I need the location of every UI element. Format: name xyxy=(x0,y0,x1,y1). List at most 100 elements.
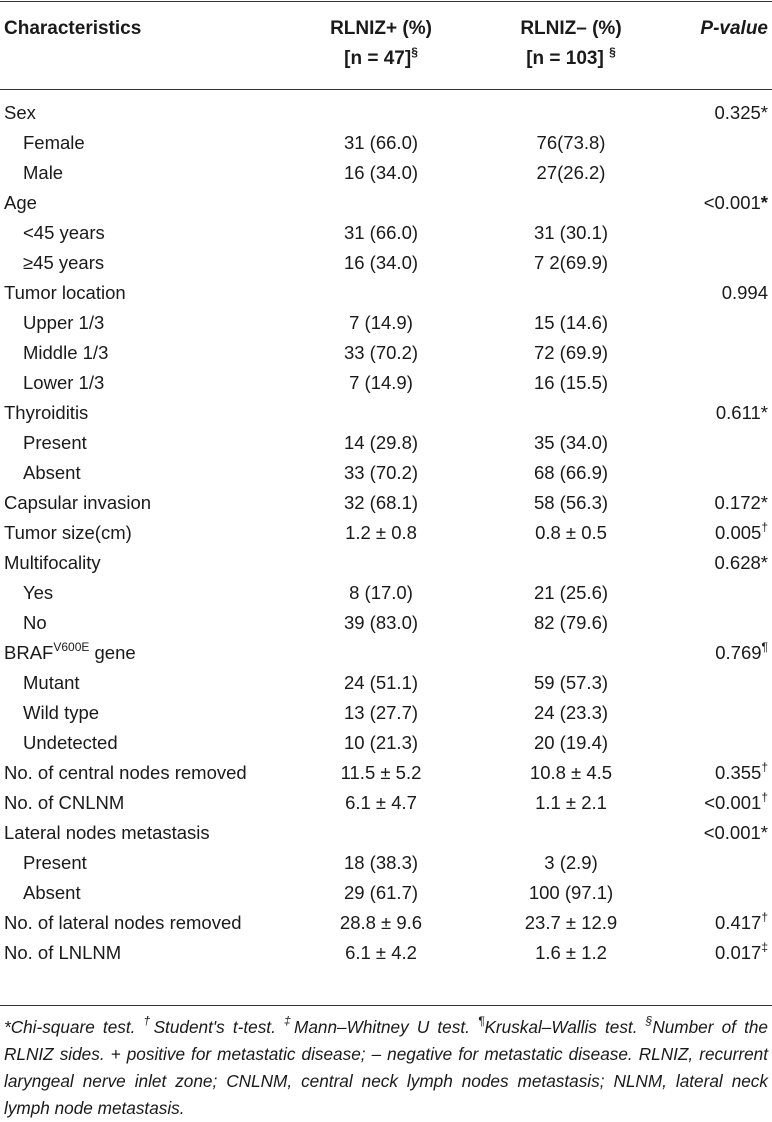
table-row: Sex 0.325* xyxy=(0,98,772,128)
rlniz-neg-value: 59 (57.3) xyxy=(533,672,609,693)
table-row: No. of LNLNM 6.1 ± 4.2 1.6 ± 1.2 0.017‡ xyxy=(0,938,772,968)
row-label: ≥45 years xyxy=(23,252,105,273)
rlniz-pos-value: 39 (83.0) xyxy=(343,612,419,633)
p-value: 0.017‡ xyxy=(715,939,768,963)
row-label: No. of CNLNM xyxy=(4,792,125,813)
rlniz-neg-value: 68 (66.9) xyxy=(533,462,609,483)
row-label: Absent xyxy=(23,462,81,483)
p-value: 0.355† xyxy=(715,759,768,783)
rlniz-pos-value: 32 (68.1) xyxy=(343,492,419,513)
rlniz-neg-value: 23.7 ± 12.9 xyxy=(524,912,618,933)
rlniz-pos-value: 7 (14.9) xyxy=(349,372,413,393)
rlniz-pos-value: 14 (29.8) xyxy=(343,432,419,453)
rlniz-pos-value: 16 (34.0) xyxy=(343,162,419,183)
table-row: Absent 33 (70.2) 68 (66.9) xyxy=(0,458,772,488)
row-label: Tumor location xyxy=(4,282,126,303)
header-rlniz-neg-n: [n = 103] § xyxy=(526,44,616,69)
table-row: Middle 1/3 33 (70.2) 72 (69.9) xyxy=(0,338,772,368)
rlniz-pos-value: 33 (70.2) xyxy=(343,342,419,363)
rlniz-neg-value: 20 (19.4) xyxy=(533,732,609,753)
rlniz-pos-value: 6.1 ± 4.7 xyxy=(345,792,417,813)
table-row: Yes 8 (17.0) 21 (25.6) xyxy=(0,578,772,608)
rlniz-pos-value: 29 (61.7) xyxy=(343,882,419,903)
rlniz-neg-value: 0.8 ± 0.5 xyxy=(535,522,607,543)
p-value: 0.172* xyxy=(714,492,769,513)
p-value: 0.628* xyxy=(714,552,769,573)
header-rlniz-pos: RLNIZ+ (%) xyxy=(330,18,432,39)
row-label: Capsular invasion xyxy=(4,492,152,513)
table-row: ≥45 years 16 (34.0) 7 2(69.9) xyxy=(0,248,772,278)
rlniz-pos-value: 10 (21.3) xyxy=(343,732,419,753)
table-row: BRAFV600E gene 0.769¶ xyxy=(0,638,772,668)
table-row: Mutant 24 (51.1) 59 (57.3) xyxy=(0,668,772,698)
p-value: <0.001* xyxy=(703,822,768,843)
rlniz-pos-value: 31 (66.0) xyxy=(343,132,419,153)
p-value: 0.417† xyxy=(715,909,768,933)
rlniz-neg-value: 72 (69.9) xyxy=(533,342,609,363)
table-row: Tumor location 0.994 xyxy=(0,278,772,308)
rlniz-pos-value: 16 (34.0) xyxy=(343,252,419,273)
table-row: Present 18 (38.3) 3 (2.9) xyxy=(0,848,772,878)
rlniz-neg-value: 1.6 ± 1.2 xyxy=(535,942,607,963)
table-footnote: *Chi-square test. †Student's t-test. ‡Ma… xyxy=(4,1014,768,1118)
row-label: Present xyxy=(23,852,87,873)
p-value: 0.005† xyxy=(715,519,768,543)
rlniz-neg-value: 31 (30.1) xyxy=(533,222,609,243)
row-label: BRAFV600E gene xyxy=(4,639,136,663)
table-row: <45 years 31 (66.0) 31 (30.1) xyxy=(0,218,772,248)
table-row: No. of central nodes removed 11.5 ± 5.2 10… xyxy=(0,758,772,788)
rlniz-pos-value: 11.5 ± 5.2 xyxy=(340,762,422,783)
table-row: No. of lateral nodes removed 28.8 ± 9.6 23… xyxy=(0,908,772,938)
row-label: Wild type xyxy=(23,702,100,723)
rlniz-pos-value: 1.2 ± 0.8 xyxy=(345,522,417,543)
row-label: Age xyxy=(4,192,37,213)
table-row: Age <0.001* xyxy=(0,188,772,218)
row-label: Tumor size(cm) xyxy=(4,522,132,543)
rlniz-neg-value: 21 (25.6) xyxy=(533,582,609,603)
row-label: No. of LNLNM xyxy=(4,942,122,963)
table-row: Undetected 10 (21.3) 20 (19.4) xyxy=(0,728,772,758)
rlniz-neg-value: 16 (15.5) xyxy=(533,372,609,393)
rlniz-neg-value: 3 (2.9) xyxy=(544,852,598,873)
rlniz-neg-value: 10.8 ± 4.5 xyxy=(529,762,613,783)
p-value: 0.325* xyxy=(714,102,769,123)
row-label: Middle 1/3 xyxy=(23,342,109,363)
table-row: Female 31 (66.0) 76(73.8) xyxy=(0,128,772,158)
row-label: No. of central nodes removed xyxy=(4,762,247,783)
row-label: Lateral nodes metastasis xyxy=(4,822,210,843)
header-characteristics: Characteristics xyxy=(4,18,142,39)
rlniz-neg-value: 24 (23.3) xyxy=(533,702,609,723)
table-row: Upper 1/3 7 (14.9) 15 (14.6) xyxy=(0,308,772,338)
bottom-rule xyxy=(0,1005,772,1006)
rlniz-pos-value: 18 (38.3) xyxy=(343,852,419,873)
table-row: Thyroiditis 0.611* xyxy=(0,398,772,428)
rlniz-neg-value: 15 (14.6) xyxy=(533,312,609,333)
row-label: Multifocality xyxy=(4,552,101,573)
row-label: No. of lateral nodes removed xyxy=(4,912,242,933)
rlniz-pos-value: 24 (51.1) xyxy=(343,672,419,693)
header-rlniz-neg: RLNIZ– (%) xyxy=(520,18,622,39)
table-row: No. of CNLNM 6.1 ± 4.7 1.1 ± 2.1 <0.001† xyxy=(0,788,772,818)
rlniz-neg-value: 35 (34.0) xyxy=(533,432,609,453)
header-p-value: P-value xyxy=(700,18,768,39)
row-label: Male xyxy=(23,162,64,183)
rlniz-neg-value: 76(73.8) xyxy=(536,132,606,153)
p-value: 0.769¶ xyxy=(715,639,768,663)
table-row: Wild type 13 (27.7) 24 (23.3) xyxy=(0,698,772,728)
rlniz-pos-value: 33 (70.2) xyxy=(343,462,419,483)
rlniz-pos-value: 8 (17.0) xyxy=(349,582,413,603)
rlniz-neg-value: 82 (79.6) xyxy=(533,612,609,633)
table-row: Multifocality 0.628* xyxy=(0,548,772,578)
rlniz-pos-value: 31 (66.0) xyxy=(343,222,419,243)
row-label: Lower 1/3 xyxy=(23,372,105,393)
table-row: Male 16 (34.0) 27(26.2) xyxy=(0,158,772,188)
rlniz-pos-value: 13 (27.7) xyxy=(343,702,419,723)
row-label: Upper 1/3 xyxy=(23,312,105,333)
table-row: Lateral nodes metastasis <0.001* xyxy=(0,818,772,848)
row-label: Mutant xyxy=(23,672,80,693)
row-label: No xyxy=(23,612,47,633)
table-row: No 39 (83.0) 82 (79.6) xyxy=(0,608,772,638)
table-row: Capsular invasion 32 (68.1) 58 (56.3) 0.172… xyxy=(0,488,772,518)
p-value: <0.001* xyxy=(703,192,768,213)
header-rule xyxy=(0,89,772,90)
